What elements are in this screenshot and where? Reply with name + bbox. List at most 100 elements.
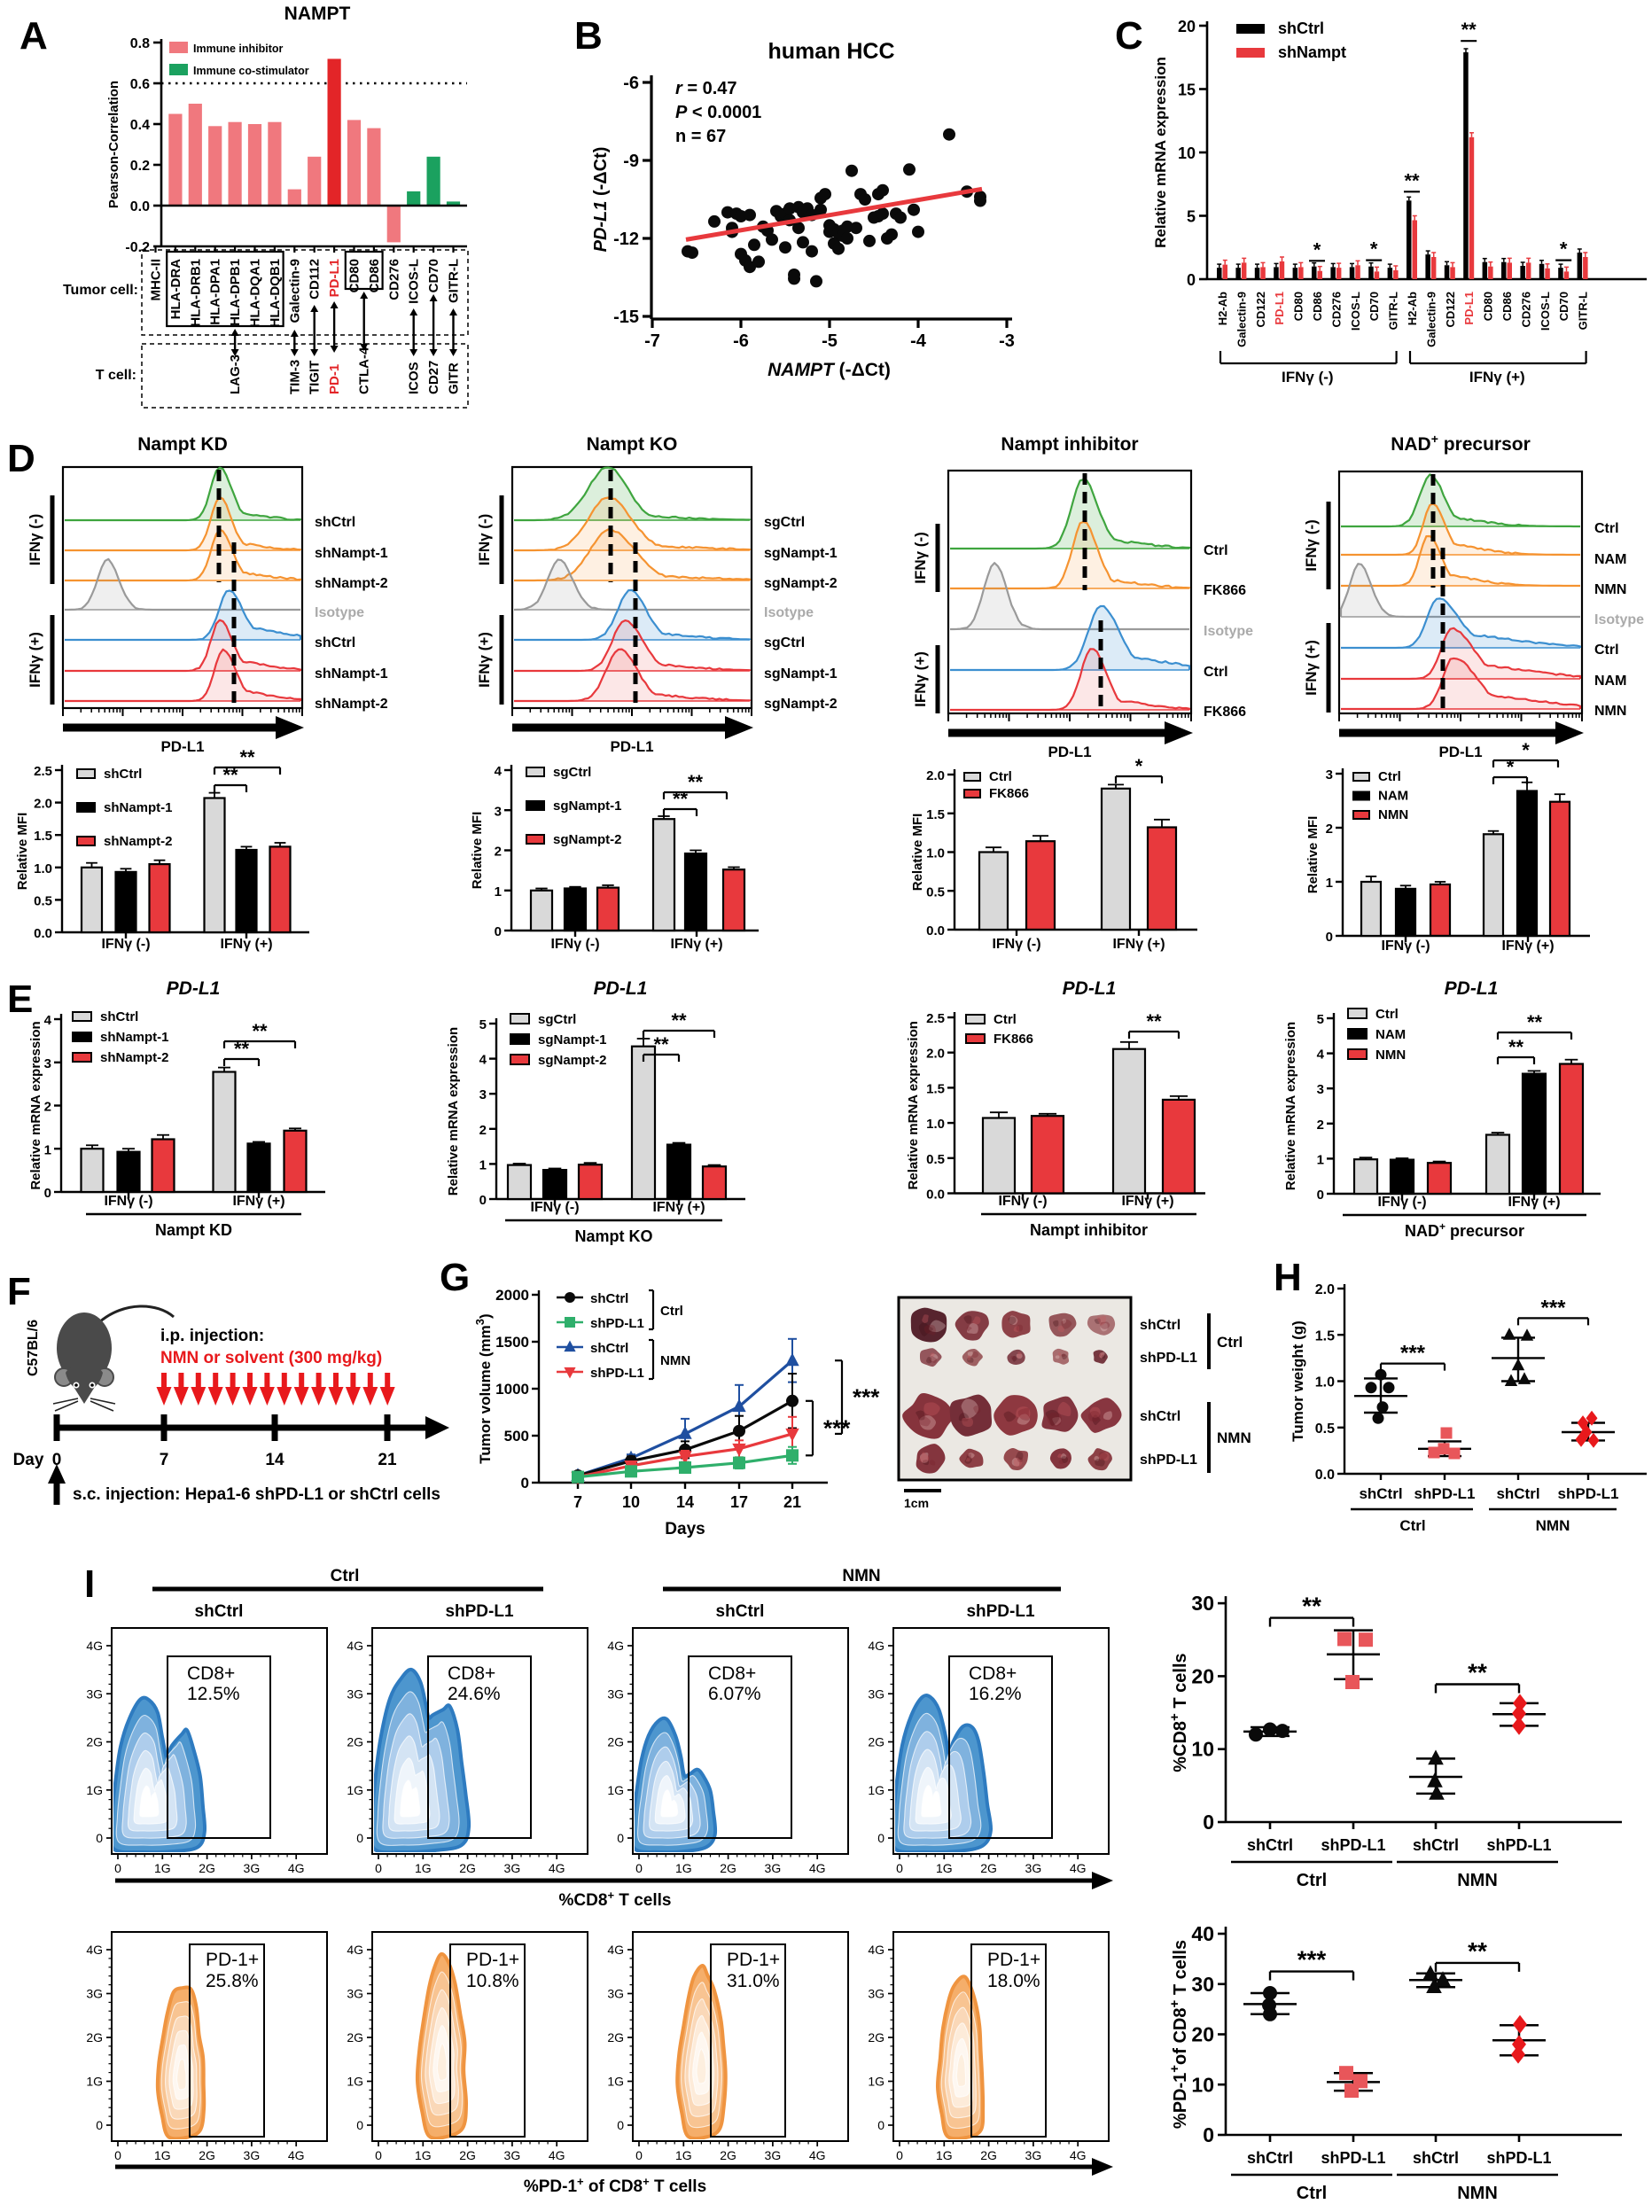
svg-text:***: ***	[823, 1415, 851, 1442]
svg-text:Nampt KD: Nampt KD	[137, 434, 228, 455]
svg-text:3G: 3G	[607, 1686, 624, 1701]
svg-text:PD-L1: PD-L1	[1438, 744, 1482, 760]
svg-text:shCtrl: shCtrl	[100, 1009, 138, 1024]
svg-text:NMN: NMN	[1378, 807, 1408, 822]
svg-text:Relative MFI: Relative MFI	[15, 813, 30, 891]
svg-text:shPD-L1: shPD-L1	[1558, 1485, 1619, 1502]
svg-text:0.5: 0.5	[1315, 1421, 1335, 1437]
svg-text:shCtrl: shCtrl	[195, 1602, 244, 1621]
svg-text:Nampt KO: Nampt KO	[587, 434, 678, 455]
svg-text:2.0: 2.0	[926, 768, 945, 783]
svg-text:2G: 2G	[459, 1861, 476, 1875]
svg-text:10: 10	[622, 1493, 640, 1511]
svg-text:Relative mRNA expression: Relative mRNA expression	[28, 1021, 43, 1189]
svg-text:IFNγ (+): IFNγ (+)	[476, 632, 493, 688]
svg-text:IFNγ (+): IFNγ (+)	[220, 937, 272, 952]
svg-text:F: F	[7, 1270, 31, 1313]
svg-text:4G: 4G	[288, 1861, 305, 1875]
svg-text:PD-1+: PD-1+	[466, 1950, 519, 1970]
svg-text:NAM: NAM	[1594, 552, 1626, 567]
svg-text:1.5: 1.5	[926, 1081, 945, 1096]
svg-text:shPD-L1: shPD-L1	[1140, 1453, 1197, 1468]
svg-text:1.0: 1.0	[1315, 1375, 1335, 1390]
svg-text:30: 30	[1191, 1973, 1214, 1996]
svg-text:IFNγ (-): IFNγ (-)	[476, 514, 493, 566]
svg-text:0: 0	[495, 924, 502, 939]
svg-text:PD-1: PD-1	[327, 364, 342, 394]
svg-text:1.0: 1.0	[926, 846, 945, 861]
svg-text:3G: 3G	[1025, 1861, 1042, 1875]
svg-text:sgNampt-2: sgNampt-2	[538, 1053, 607, 1068]
svg-text:500: 500	[504, 1428, 529, 1445]
svg-text:LAG-3: LAG-3	[228, 354, 243, 394]
svg-text:4: 4	[479, 1053, 487, 1068]
svg-text:shPD-L1: shPD-L1	[1321, 1836, 1385, 1854]
svg-text:Relative MFI: Relative MFI	[470, 812, 485, 890]
svg-text:FK866: FK866	[1204, 583, 1246, 598]
svg-text:CD27: CD27	[426, 361, 441, 394]
svg-text:Ctrl: Ctrl	[660, 1304, 683, 1319]
svg-text:0: 0	[1187, 271, 1196, 289]
svg-text:IFNγ (-): IFNγ (-)	[101, 937, 150, 952]
svg-text:C: C	[1115, 14, 1143, 58]
svg-text:1000: 1000	[495, 1381, 529, 1398]
svg-text:H2-Ab: H2-Ab	[1406, 292, 1419, 325]
svg-text:shNampt-2: shNampt-2	[315, 697, 388, 712]
svg-text:P < 0.0001: P < 0.0001	[675, 103, 761, 122]
svg-text:n = 67: n = 67	[675, 127, 726, 146]
svg-text:shCtrl: shCtrl	[1359, 1485, 1402, 1502]
svg-text:20: 20	[1191, 1664, 1214, 1687]
svg-text:shPD-L1: shPD-L1	[1414, 1485, 1476, 1502]
svg-text:shCtrl: shCtrl	[1247, 2149, 1293, 2167]
svg-text:Relative mRNA expression: Relative mRNA expression	[1283, 1022, 1298, 1190]
svg-text:CTLA-4: CTLA-4	[357, 347, 372, 394]
svg-text:HLA-DQA1: HLA-DQA1	[248, 259, 263, 328]
svg-text:CD70: CD70	[1557, 292, 1570, 321]
svg-text:NMN: NMN	[1594, 582, 1626, 597]
svg-text:Ctrl: Ctrl	[1375, 1007, 1399, 1022]
svg-text:NMN: NMN	[1536, 1517, 1570, 1534]
svg-text:**: **	[673, 788, 689, 810]
svg-text:0: 0	[635, 1861, 643, 1875]
svg-text:sgNampt-2: sgNampt-2	[553, 832, 622, 847]
svg-text:***: ***	[1297, 1946, 1327, 1974]
svg-text:4G: 4G	[86, 1943, 103, 1957]
svg-text:**: **	[1146, 1010, 1162, 1032]
svg-text:2G: 2G	[199, 1861, 215, 1875]
svg-text:2G: 2G	[720, 1861, 736, 1875]
svg-text:10: 10	[1191, 1738, 1214, 1761]
svg-text:Relative MFI: Relative MFI	[910, 814, 925, 892]
svg-text:-15: -15	[613, 308, 639, 327]
svg-text:CD122: CD122	[1254, 292, 1267, 327]
svg-text:IFNγ (+): IFNγ (+)	[1508, 1195, 1560, 1210]
svg-text:sgNampt-1: sgNampt-1	[538, 1032, 607, 1048]
svg-text:0: 0	[521, 1475, 529, 1492]
svg-text:4G: 4G	[1070, 2148, 1087, 2162]
svg-text:IFNγ (+): IFNγ (+)	[1469, 369, 1525, 386]
svg-text:***: ***	[1540, 1296, 1566, 1320]
svg-text:NMN: NMN	[660, 1353, 690, 1368]
svg-text:PD-1+: PD-1+	[206, 1950, 259, 1970]
svg-text:IFNγ (-): IFNγ (-)	[1303, 519, 1320, 572]
svg-text:1: 1	[479, 1157, 487, 1172]
svg-text:sgNampt-2: sgNampt-2	[764, 576, 838, 591]
svg-text:1500: 1500	[495, 1334, 529, 1351]
svg-text:B: B	[574, 14, 603, 58]
svg-text:3G: 3G	[347, 1686, 363, 1701]
svg-text:CD86: CD86	[1500, 292, 1514, 321]
svg-text:40: 40	[1191, 1922, 1214, 1945]
svg-text:HLA-DRB1: HLA-DRB1	[188, 259, 203, 327]
svg-text:shPD-L1: shPD-L1	[966, 1602, 1035, 1621]
svg-text:shCtrl: shCtrl	[315, 635, 355, 650]
svg-text:Ctrl: Ctrl	[1297, 2184, 1327, 2203]
svg-text:0: 0	[114, 2148, 121, 2162]
svg-text:0: 0	[896, 2148, 903, 2162]
svg-text:shNampt-2: shNampt-2	[104, 834, 173, 849]
svg-text:1: 1	[1317, 1152, 1324, 1167]
svg-text:PD-L1: PD-L1	[160, 738, 204, 755]
svg-text:3G: 3G	[868, 1686, 884, 1701]
svg-text:0: 0	[114, 1861, 121, 1875]
svg-text:H: H	[1274, 1256, 1302, 1299]
svg-text:-9: -9	[623, 152, 639, 171]
svg-text:1G: 1G	[607, 1783, 624, 1797]
